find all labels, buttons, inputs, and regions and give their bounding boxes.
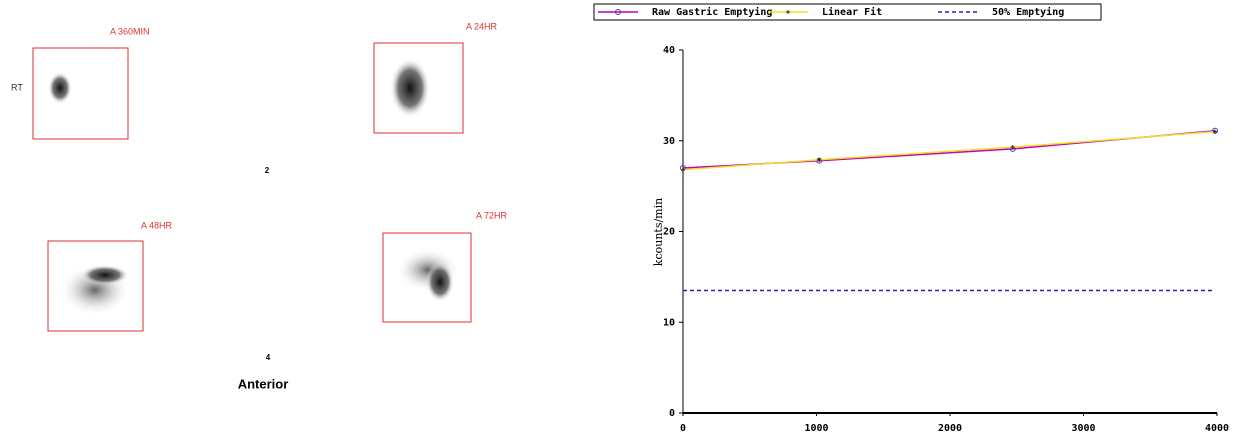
image-label: A 24HR	[466, 21, 498, 31]
y-tick-label: 10	[663, 317, 675, 328]
point-marker	[1010, 145, 1015, 150]
scan-blob	[426, 262, 454, 302]
side-label: RT	[11, 82, 23, 92]
image-label: A 72HR	[476, 210, 508, 220]
view-label: Anterior	[238, 376, 289, 391]
x-tick-label: 4000	[1205, 423, 1229, 434]
image-label: A 360MIN	[110, 26, 150, 36]
scan-blob	[81, 265, 129, 285]
image-label: A 48HR	[141, 220, 173, 230]
series-line	[682, 130, 1216, 169]
series-line	[682, 130, 1216, 171]
x-tick-label: 0	[680, 423, 686, 434]
scan-blob	[390, 58, 430, 118]
point-marker	[817, 157, 822, 162]
roi-box	[32, 47, 129, 140]
x-tick-label: 3000	[1071, 423, 1095, 434]
legend-label: Linear Fit	[822, 6, 882, 18]
point-marker	[1213, 129, 1217, 134]
legend-marker	[786, 10, 790, 14]
x-tick-label: 1000	[804, 423, 828, 434]
roi-box	[373, 42, 464, 134]
page-number: 4	[266, 353, 271, 362]
roi-box	[382, 232, 472, 323]
y-tick-label: 0	[669, 408, 675, 419]
y-axis-label: kcounts/min	[652, 198, 665, 266]
y-tick-label: 40	[663, 45, 675, 56]
y-tick-label: 20	[663, 227, 675, 238]
roi-box	[47, 240, 144, 332]
point-marker	[681, 167, 685, 172]
legend-marker	[615, 9, 621, 15]
y-tick-label: 30	[663, 136, 675, 147]
scan-blob	[48, 72, 72, 104]
scan-panel: RT A 360MIN A 24HR A 48HR A 72HR 2 4 Ant…	[11, 21, 508, 391]
legend-box	[593, 3, 1102, 21]
page-number: 2	[265, 166, 270, 175]
legend-label: Raw Gastric Emptying	[652, 6, 772, 18]
legend-label: 50% Emptying	[992, 6, 1064, 18]
x-tick-label: 2000	[938, 423, 962, 434]
